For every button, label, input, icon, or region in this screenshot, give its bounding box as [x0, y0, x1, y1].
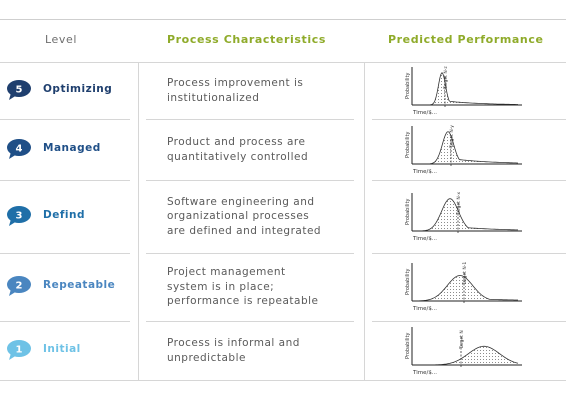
badge-tail: [9, 92, 17, 100]
target-label: Target N-z: [443, 65, 449, 89]
badge-number: 3: [16, 210, 23, 221]
description-line: Process improvement is: [167, 77, 304, 89]
level-name: Repeatable: [43, 279, 116, 291]
badge-bubble: [7, 339, 31, 357]
description-line: are defined and integrated: [167, 224, 322, 237]
performance-distribution-chart: Target N-x Probability Time/$...: [398, 191, 524, 242]
row-divider: [146, 321, 354, 322]
distribution-shading: [418, 345, 518, 365]
description-line: Project management: [167, 266, 286, 279]
distribution-shading: [418, 198, 518, 231]
row-divider: [0, 119, 130, 120]
description-line: Process is informal and: [167, 337, 300, 349]
level-number-badge: 1: [5, 339, 33, 361]
column-divider-2: [364, 62, 365, 380]
distribution-curve: [418, 130, 518, 164]
badge-tail: [9, 289, 17, 296]
row-divider: [372, 180, 566, 181]
description-line: system is in place;: [167, 280, 275, 293]
badge-number: 1: [16, 344, 23, 355]
performance-distribution-chart: Target N-z Probability Time/$...: [398, 65, 524, 116]
maturity-row-optimizing: 5 Optimizing Process improvement is institu…: [0, 62, 566, 119]
badge-tail: [9, 352, 17, 360]
badge-number: 5: [16, 84, 23, 95]
row-divider: [146, 253, 354, 254]
performance-distribution-chart: Target N-y Probability Time/$...: [398, 124, 524, 175]
level-name: Initial: [43, 342, 81, 355]
row-divider: [372, 253, 566, 254]
description-line: Product and process are: [167, 136, 306, 148]
distribution-shading: [418, 72, 518, 105]
row-divider: [146, 119, 354, 120]
bottom-divider: [0, 380, 566, 381]
description-line: quantitatively controlled: [167, 150, 309, 163]
badge-bubble: [7, 276, 31, 293]
level-column-header: Level: [45, 33, 78, 46]
badge-tail: [9, 151, 17, 159]
y-axis-label: Probability: [405, 198, 411, 224]
maturity-row-defind: 3 Defind Software engineering and organizat…: [0, 180, 566, 253]
process-description: Software engineering and organizational p…: [167, 195, 347, 239]
badge-number: 4: [16, 143, 23, 154]
row-divider: [372, 119, 566, 120]
description-line: Software engineering and: [167, 195, 315, 208]
performance-distribution-chart: Target N Probability Time/$...: [398, 325, 524, 376]
x-axis-label: Time/$...: [412, 169, 437, 175]
x-axis-label: Time/$...: [412, 236, 437, 242]
row-divider: [0, 253, 130, 254]
y-axis-label: Probability: [405, 269, 411, 295]
y-axis-label: Probability: [405, 72, 411, 98]
level-number-badge: 2: [5, 275, 33, 297]
process-description: Product and process are quantitatively co…: [167, 135, 347, 164]
target-label: Target N-x: [456, 191, 462, 215]
column-divider-1: [138, 62, 139, 380]
process-column-header: Process Characteristics: [167, 33, 327, 46]
maturity-row-managed: 4 Managed Product and process are quantitat…: [0, 119, 566, 180]
row-divider: [0, 321, 130, 322]
level-name: Defind: [43, 208, 85, 221]
performance-column-header: Predicted Performance: [388, 33, 544, 46]
level-number-badge: 5: [5, 79, 33, 101]
header-divider: [0, 62, 566, 63]
x-axis-label: Time/$...: [412, 110, 437, 116]
row-divider: [146, 180, 354, 181]
process-description: Project management system is in place; per…: [167, 265, 347, 309]
row-divider: [372, 321, 566, 322]
description-line: organizational processes: [167, 210, 310, 223]
description-line: unpredictable: [167, 351, 246, 364]
process-description: Process improvement is institutionalized: [167, 76, 347, 105]
badge-number: 2: [16, 281, 23, 292]
distribution-curve: [418, 275, 518, 302]
top-divider: [0, 19, 566, 20]
description-line: performance is repeatable: [167, 295, 319, 308]
target-label: Target N-y: [449, 124, 455, 148]
distribution-shading: [418, 275, 518, 301]
level-number-badge: 3: [5, 205, 33, 227]
level-name: Optimizing: [43, 82, 113, 95]
distribution-curve: [418, 71, 518, 105]
row-divider: [0, 180, 130, 181]
description-line: institutionalized: [167, 91, 260, 104]
process-description: Process is informal and unpredictable: [167, 336, 347, 365]
level-number-badge: 4: [5, 138, 33, 160]
x-axis-label: Time/$...: [412, 306, 437, 312]
performance-distribution-chart: Target N-1 Probability Time/$...: [398, 261, 524, 312]
distribution-shading: [418, 131, 518, 164]
target-label: Target N: [459, 330, 465, 350]
maturity-row-initial: 1 Initial Process is informal and unpredict…: [0, 321, 566, 380]
badge-bubble: [7, 79, 31, 97]
maturity-row-repeatable: 2 Repeatable Project management system is i…: [0, 253, 566, 321]
target-label: Target N-1: [462, 262, 468, 286]
y-axis-label: Probability: [405, 131, 411, 157]
badge-bubble: [7, 138, 31, 156]
level-name: Managed: [43, 141, 101, 154]
badge-tail: [9, 218, 17, 226]
x-axis-label: Time/$...: [412, 370, 437, 376]
distribution-curve: [418, 197, 518, 231]
badge-bubble: [7, 205, 31, 223]
y-axis-label: Probability: [405, 332, 411, 358]
